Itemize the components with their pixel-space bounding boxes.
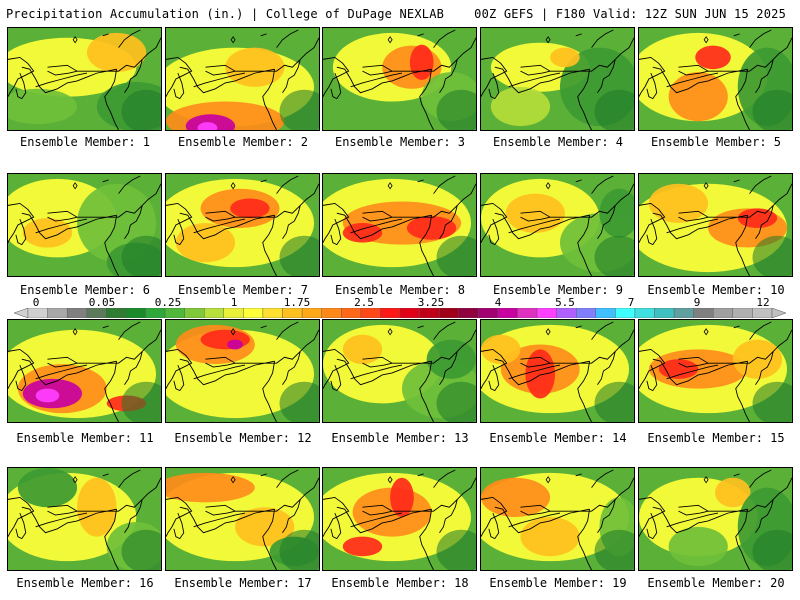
ensemble-member-map <box>165 173 320 277</box>
precip-field <box>481 468 634 570</box>
ensemble-member-label: Ensemble Member: 14 <box>489 431 627 445</box>
ensemble-member-map <box>7 467 162 571</box>
ensemble-member-label: Ensemble Member: 4 <box>492 135 624 149</box>
ensemble-member-label: Ensemble Member: 17 <box>174 576 312 590</box>
ensemble-member-map <box>322 173 477 277</box>
ensemble-member-map <box>7 27 162 131</box>
precip-field <box>639 468 792 570</box>
ensemble-member-map <box>480 173 635 277</box>
colorbar-tick-label: 1.75 <box>283 296 311 309</box>
ensemble-member-map <box>480 467 635 571</box>
ensemble-member-label: Ensemble Member: 19 <box>489 576 627 590</box>
ensemble-member-label: Ensemble Member: 9 <box>492 283 624 297</box>
precip-field <box>8 174 161 276</box>
ensemble-member-map <box>165 319 320 423</box>
colorbar-tick-label: 0.25 <box>154 296 182 309</box>
ensemble-member-label: Ensemble Member: 20 <box>647 576 785 590</box>
colorbar-tick-label: 1 <box>230 296 238 309</box>
ensemble-member-map <box>7 173 162 277</box>
ensemble-member-map <box>480 319 635 423</box>
ensemble-member-label: Ensemble Member: 7 <box>177 283 309 297</box>
precip-field <box>166 320 319 422</box>
precip-field <box>166 28 319 130</box>
ensemble-member-map <box>7 319 162 423</box>
ensemble-member-label: Ensemble Member: 12 <box>174 431 312 445</box>
ensemble-member-map <box>165 27 320 131</box>
precip-field <box>481 28 634 130</box>
precip-field <box>166 174 319 276</box>
ensemble-member-map <box>638 467 793 571</box>
ensemble-member-map <box>638 319 793 423</box>
ensemble-member-map <box>322 319 477 423</box>
ensemble-member-label: Ensemble Member: 16 <box>16 576 154 590</box>
ensemble-member-map <box>638 27 793 131</box>
ensemble-member-map <box>322 467 477 571</box>
precipitation-colorbar <box>14 308 786 318</box>
ensemble-member-label: Ensemble Member: 11 <box>16 431 154 445</box>
colorbar-tick-label: 5.5 <box>555 296 575 309</box>
colorbar-tick-label: 4 <box>494 296 502 309</box>
precip-field <box>8 468 161 570</box>
precip-field <box>8 320 161 422</box>
ensemble-member-label: Ensemble Member: 2 <box>177 135 309 149</box>
ensemble-member-map <box>322 27 477 131</box>
colorbar-tick-label: 12 <box>756 296 770 309</box>
ensemble-member-label: Ensemble Member: 13 <box>331 431 469 445</box>
precip-field <box>8 28 161 130</box>
ensemble-member-label: Ensemble Member: 15 <box>647 431 785 445</box>
precip-field <box>323 468 476 570</box>
map-title: Precipitation Accumulation (in.) | Colle… <box>6 7 445 21</box>
precip-field <box>323 28 476 130</box>
precip-field <box>639 320 792 422</box>
precip-field <box>323 174 476 276</box>
precip-field <box>323 320 476 422</box>
ensemble-member-map <box>165 467 320 571</box>
ensemble-member-label: Ensemble Member: 18 <box>331 576 469 590</box>
colorbar-tick-label: 0.05 <box>88 296 116 309</box>
colorbar-tick-label: 9 <box>693 296 701 309</box>
precip-field <box>481 174 634 276</box>
precip-field <box>481 320 634 422</box>
ensemble-member-label: Ensemble Member: 1 <box>19 135 151 149</box>
ensemble-member-label: Ensemble Member: 8 <box>334 283 466 297</box>
ensemble-member-map <box>480 27 635 131</box>
colorbar-tick-label: 3.25 <box>417 296 445 309</box>
precip-field <box>639 174 792 276</box>
colorbar-tick-label: 2.5 <box>354 296 374 309</box>
ensemble-member-label: Ensemble Member: 10 <box>647 283 785 297</box>
ensemble-member-label: Ensemble Member: 6 <box>19 283 151 297</box>
ensemble-member-label: Ensemble Member: 3 <box>334 135 466 149</box>
precip-field <box>166 468 319 570</box>
ensemble-member-label: Ensemble Member: 5 <box>650 135 782 149</box>
colorbar-tick-label: 0 <box>32 296 40 309</box>
colorbar-labels: 0 0.05 0.25 1 1.75 2.5 3.25 4 5.5 7 9 12 <box>0 296 800 309</box>
colorbar-tick-label: 7 <box>627 296 635 309</box>
precip-field <box>639 28 792 130</box>
ensemble-member-map <box>638 173 793 277</box>
model-run-valid-time: 00Z GEFS | F180 Valid: 12Z SUN JUN 15 20… <box>474 7 786 21</box>
